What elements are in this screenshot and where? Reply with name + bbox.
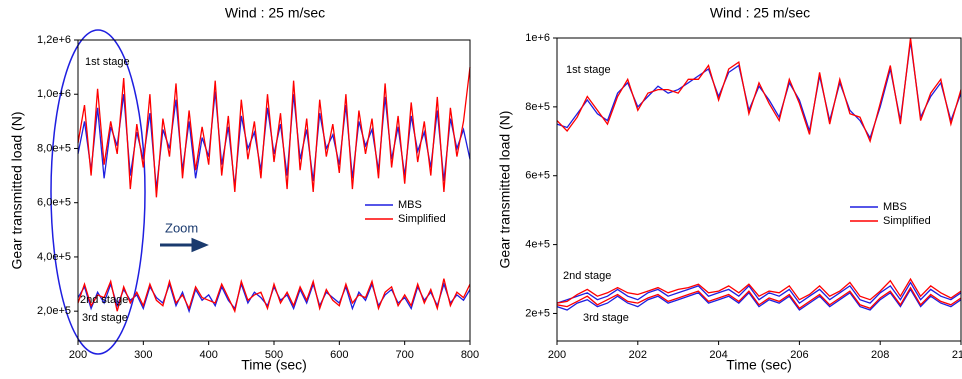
y-tick-label: 1e+6 [525,32,550,44]
y-tick-label: 8e+5 [525,101,550,113]
x-tick-label: 700 [395,349,413,361]
x-tick-label: 200 [548,349,566,361]
legend-label: Simplified [398,213,446,225]
data-line [77,281,471,314]
chart-title: Wind : 25 m/sec [225,5,325,21]
y-tick-label: 6e+5 [525,170,550,182]
annotation: 3rd stage [583,312,629,324]
y-tick-label: 6,0e+5 [37,197,71,209]
annotation: 1st stage [85,56,130,68]
y-tick-label: 1,2e+6 [37,34,71,46]
data-line [77,278,471,314]
zoom-ellipse [50,29,146,355]
y-tick-label: 4e+5 [525,238,550,250]
zoom-arrow [160,237,209,253]
legend-label: MBS [398,199,422,211]
x-tick-label: 202 [629,349,647,361]
legend-label: MBS [883,201,907,213]
y-axis-label: Gear transmitted load (N) [497,111,513,269]
x-tick-label: 206 [790,349,808,361]
annotation: 2nd stage [80,294,128,306]
data-line [556,277,962,304]
y-axis-label: Gear transmitted load (N) [9,112,25,270]
annotation: 1st stage [566,64,611,76]
x-axis-label: Time (sec) [726,357,792,373]
data-line [556,288,962,311]
y-tick-label: 8,0e+5 [37,142,71,154]
chart-title: Wind : 25 m/sec [710,5,810,21]
y-tick-label: 2e+5 [525,307,550,319]
x-tick-label: 210 [952,349,962,361]
x-tick-label: 204 [709,349,727,361]
legend-label: Simplified [883,215,931,227]
x-tick-label: 500 [265,349,283,361]
annotation: 2nd stage [563,270,611,282]
plot-frame [556,37,962,342]
data-line [556,286,962,310]
y-tick-label: 2,0e+5 [37,305,71,317]
x-tick-label: 200 [69,349,87,361]
x-axis-label: Time (sec) [241,357,307,373]
annotation: 3rd stage [82,312,128,324]
x-tick-label: 300 [134,349,152,361]
y-tick-label: 1,0e+6 [37,88,71,100]
x-tick-label: 600 [330,349,348,361]
x-tick-label: 208 [871,349,889,361]
data-line [556,281,962,304]
x-tick-label: 800 [461,349,479,361]
data-line [556,37,962,144]
data-line [77,67,471,198]
y-tick-label: 4,0e+5 [37,251,71,263]
annotation: Zoom [165,220,198,235]
x-tick-label: 400 [199,349,217,361]
